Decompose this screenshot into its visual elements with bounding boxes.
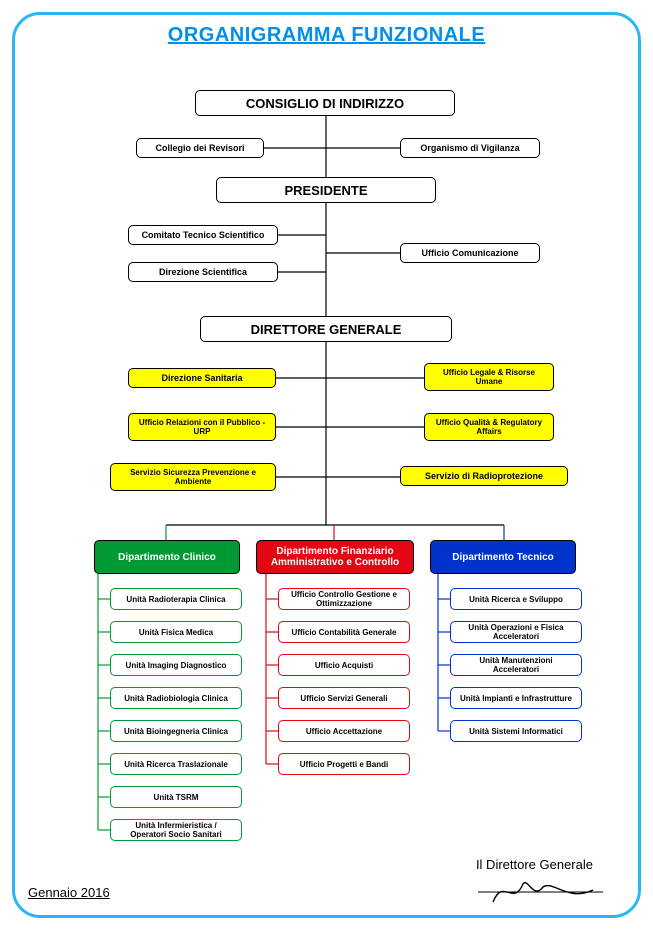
unit-box: Ufficio Progetti e Bandi <box>278 753 410 775</box>
org-chart-page: ORGANIGRAMMA FUNZIONALE CONSIGLIO DI IND… <box>0 0 653 930</box>
unit-box: Unità Radioterapia Clinica <box>110 588 242 610</box>
node-serv_sicur: Servizio Sicurezza Prevenzione e Ambient… <box>110 463 276 491</box>
node-dip_clinico: Dipartimento Clinico <box>94 540 240 574</box>
unit-box: Unità Fisica Medica <box>110 621 242 643</box>
node-uff_relpub: Ufficio Relazioni con il Pubblico - URP <box>128 413 276 441</box>
node-dir_generale: DIRETTORE GENERALE <box>200 316 452 342</box>
unit-box: Ufficio Controllo Gestione e Ottimizzazi… <box>278 588 410 610</box>
unit-box: Unità Radiobiologia Clinica <box>110 687 242 709</box>
unit-box: Ufficio Servizi Generali <box>278 687 410 709</box>
unit-box: Unità Ricerca e Sviluppo <box>450 588 582 610</box>
node-org_vigilanza: Organismo di Vigilanza <box>400 138 540 158</box>
node-dip_finanz: Dipartimento Finanziario Amministrativo … <box>256 540 414 574</box>
node-dip_tecnico: Dipartimento Tecnico <box>430 540 576 574</box>
node-uff_legale: Ufficio Legale & Risorse Umane <box>424 363 554 391</box>
node-serv_radio: Servizio di Radioprotezione <box>400 466 568 486</box>
node-dir_sanitaria: Direzione Sanitaria <box>128 368 276 388</box>
unit-box: Ufficio Accettazione <box>278 720 410 742</box>
connector-lines <box>0 0 653 930</box>
node-collegio_rev: Collegio dei Revisori <box>136 138 264 158</box>
node-dir_scient: Direzione Scientifica <box>128 262 278 282</box>
node-presidente: PRESIDENTE <box>216 177 436 203</box>
unit-box: Unità Operazioni e Fisica Acceleratori <box>450 621 582 643</box>
unit-box: Unità TSRM <box>110 786 242 808</box>
unit-box: Unità Manutenzioni Acceleratori <box>450 654 582 676</box>
unit-box: Ufficio Contabilità Generale <box>278 621 410 643</box>
footer-signature-label: Il Direttore Generale <box>476 857 593 872</box>
unit-box: Unità Impianti e Infrastrutture <box>450 687 582 709</box>
footer-date: Gennaio 2016 <box>28 885 110 900</box>
unit-box: Unità Imaging Diagnostico <box>110 654 242 676</box>
unit-box: Unità Bioingegneria Clinica <box>110 720 242 742</box>
node-consiglio: CONSIGLIO DI INDIRIZZO <box>195 90 455 116</box>
node-comitato_ts: Comitato Tecnico Scientifico <box>128 225 278 245</box>
unit-box: Unità Infermieristica / Operatori Socio … <box>110 819 242 841</box>
node-uff_qualita: Ufficio Qualità & Regulatory Affairs <box>424 413 554 441</box>
unit-box: Ufficio Acquisti <box>278 654 410 676</box>
node-uff_comunic: Ufficio Comunicazione <box>400 243 540 263</box>
signature-icon <box>473 872 613 912</box>
unit-box: Unità Sistemi Informatici <box>450 720 582 742</box>
unit-box: Unità Ricerca Traslazionale <box>110 753 242 775</box>
